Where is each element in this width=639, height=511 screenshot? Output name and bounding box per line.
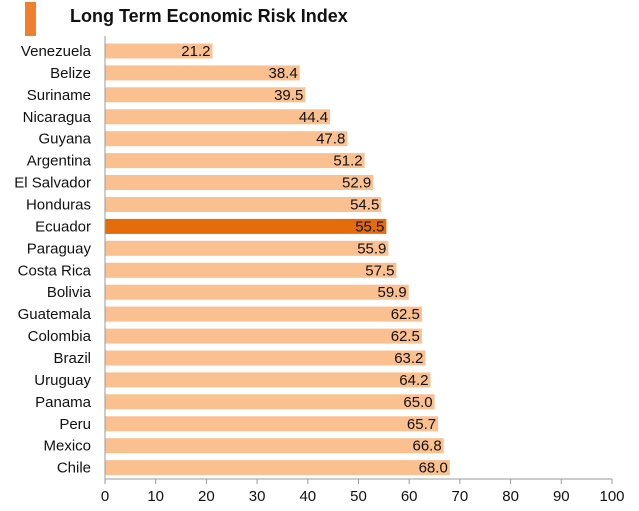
value-label: 51.2 [333, 153, 362, 170]
bar-el-salvador [105, 175, 374, 190]
category-label: Ecuador [35, 218, 91, 235]
value-label: 55.9 [357, 240, 386, 257]
bar-costa-rica [105, 262, 397, 278]
value-label: 47.8 [316, 131, 345, 148]
title-marker [25, 2, 36, 36]
value-label: 57.5 [365, 262, 394, 279]
chart-title: Long Term Economic Risk Index [70, 6, 348, 26]
x-tick-label: 70 [452, 488, 469, 505]
bar-venezuela [105, 43, 213, 59]
category-label: Argentina [27, 153, 92, 170]
x-tick-label: 50 [350, 488, 367, 505]
x-tick-label: 20 [198, 488, 215, 505]
category-label: Nicaragua [23, 109, 92, 126]
value-label: 59.9 [377, 284, 406, 301]
value-label: 62.5 [391, 328, 420, 345]
category-label: Peru [59, 416, 91, 433]
value-label: 39.5 [274, 87, 303, 104]
x-tick-label: 30 [249, 488, 266, 505]
category-label: Honduras [26, 197, 91, 214]
category-label: Chile [57, 460, 91, 477]
x-tick-label: 40 [299, 488, 316, 505]
category-label: Venezuela [21, 43, 92, 60]
value-label: 64.2 [399, 372, 428, 389]
bar-suriname [105, 87, 306, 103]
value-label: 54.5 [350, 197, 379, 214]
bar-paraguay [105, 240, 389, 256]
value-label: 44.4 [299, 109, 328, 126]
value-label: 52.9 [342, 175, 371, 192]
x-tick-label: 60 [401, 488, 418, 505]
bar-panama [105, 394, 435, 410]
bar-guatemala [105, 306, 422, 322]
value-label: 62.5 [391, 306, 420, 323]
value-label: 55.5 [355, 218, 384, 235]
category-label: Paraguay [27, 240, 92, 257]
x-tick-label: 80 [502, 488, 519, 505]
bar-mexico [105, 438, 444, 454]
bar-guyana [105, 131, 348, 147]
category-label: Guyana [38, 131, 91, 148]
value-label: 65.7 [407, 416, 436, 433]
category-label: Mexico [43, 438, 91, 455]
value-label: 66.8 [412, 438, 441, 455]
value-label: 63.2 [394, 350, 423, 367]
value-label: 38.4 [268, 65, 297, 82]
category-label: Brazil [53, 350, 91, 367]
bar-chile [105, 460, 450, 476]
category-label: Belize [50, 65, 91, 82]
bar-nicaragua [105, 109, 331, 125]
category-label: Bolivia [47, 284, 92, 301]
bar-colombia [105, 328, 422, 344]
x-tick-label: 90 [553, 488, 570, 505]
category-label: Costa Rica [18, 262, 92, 279]
bar-argentina [105, 153, 365, 169]
category-label: Uruguay [34, 372, 91, 389]
bar-uruguay [105, 372, 431, 388]
category-label: Panama [35, 394, 92, 411]
value-label: 68.0 [419, 460, 448, 477]
x-tick-label: 100 [599, 488, 624, 505]
bar-belize [105, 65, 300, 81]
x-tick-label: 0 [101, 488, 109, 505]
value-label: 65.0 [403, 394, 432, 411]
value-label: 21.2 [181, 43, 210, 60]
bar-ecuador [105, 218, 387, 234]
x-tick-label: 10 [147, 488, 164, 505]
bar-bolivia [105, 284, 409, 300]
bar-honduras [105, 197, 382, 212]
category-label: Guatemala [18, 306, 92, 323]
category-label: Colombia [28, 328, 92, 345]
category-label: El Salvador [14, 175, 91, 192]
category-label: Suriname [27, 87, 91, 104]
bar-brazil [105, 350, 426, 366]
bar-peru [105, 416, 439, 432]
